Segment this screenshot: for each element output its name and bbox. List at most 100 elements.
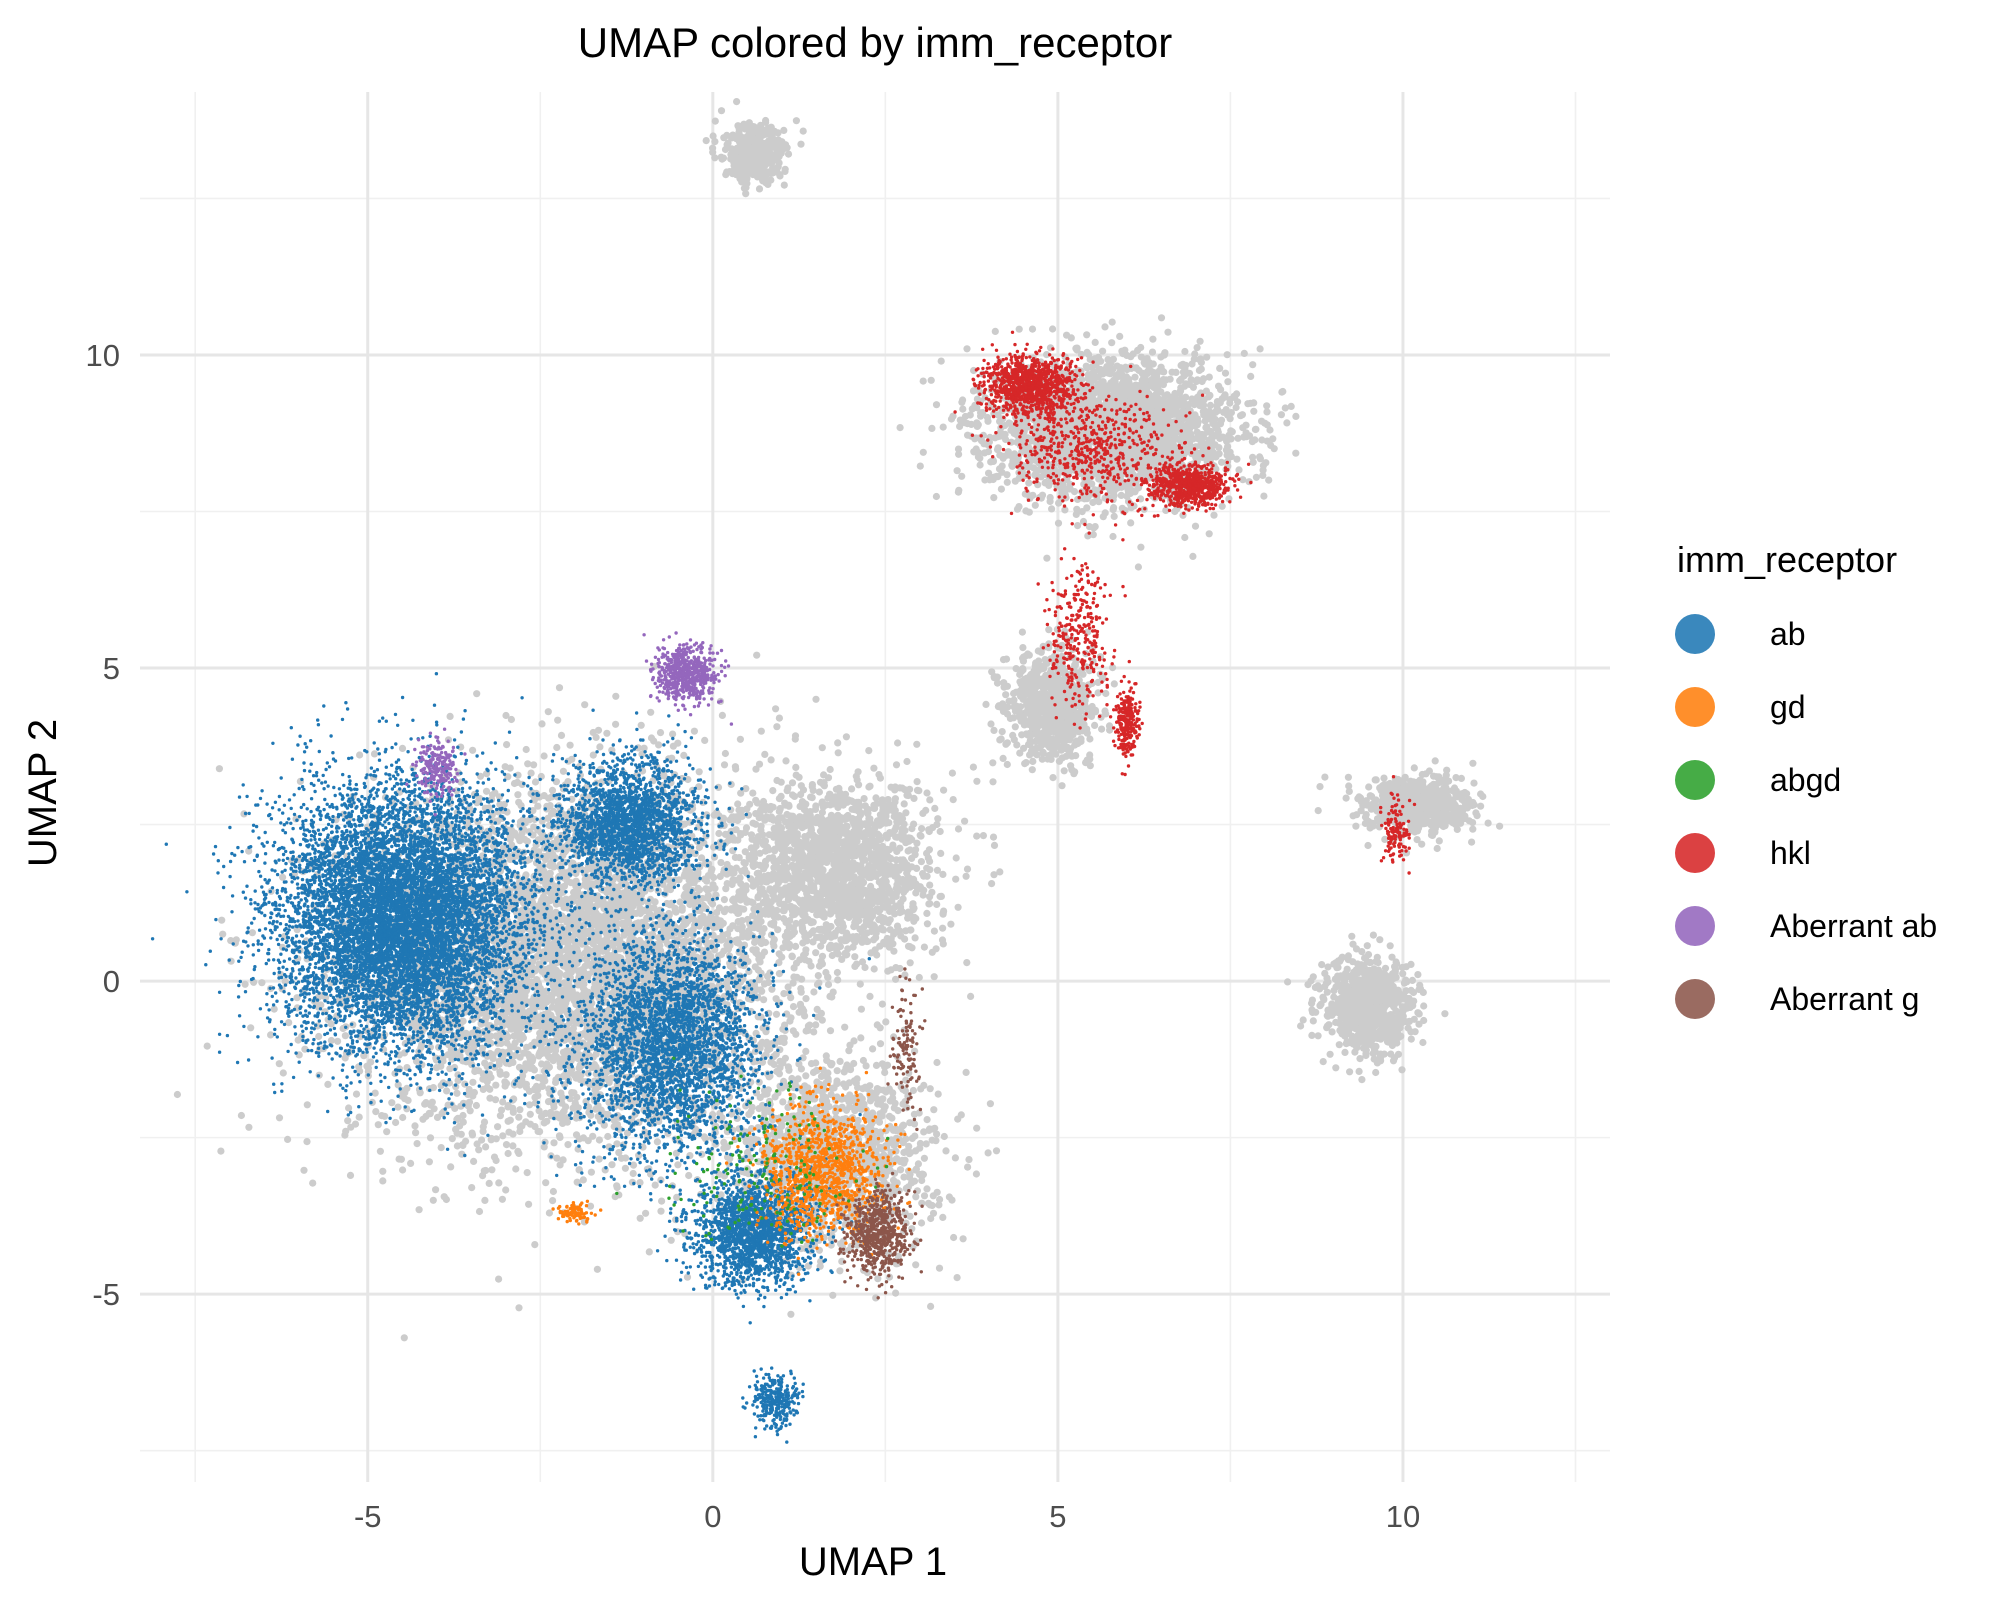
background-point	[447, 1163, 454, 1170]
background-point	[561, 883, 568, 890]
background-point	[696, 768, 703, 775]
background-point	[647, 709, 654, 716]
background-point	[396, 1156, 403, 1163]
background-point	[527, 1111, 534, 1118]
background-point	[372, 1090, 379, 1097]
background-point	[657, 1208, 664, 1215]
background-point	[514, 1032, 521, 1039]
background-point	[411, 1122, 418, 1129]
background-point	[566, 991, 573, 998]
background-point	[492, 1096, 499, 1103]
background-point	[545, 708, 552, 715]
background-point	[204, 1043, 211, 1050]
background-point	[534, 803, 541, 810]
background-point	[507, 1117, 514, 1124]
background-point	[525, 1064, 532, 1071]
background-point	[416, 1206, 423, 1213]
background-point	[517, 836, 524, 843]
background-point	[422, 1113, 429, 1120]
background-point	[672, 909, 679, 916]
background-point	[550, 968, 557, 975]
background-point	[719, 712, 726, 719]
background-point	[481, 1119, 488, 1126]
background-point	[483, 788, 490, 795]
background-point	[509, 995, 516, 1002]
background-point	[353, 1091, 360, 1098]
background-point	[356, 751, 363, 758]
data-points	[151, 98, 1503, 1444]
background-point	[622, 1165, 629, 1172]
background-point	[295, 1037, 302, 1044]
background-point	[523, 1081, 530, 1088]
background-point	[503, 1141, 510, 1148]
background-point	[718, 951, 725, 958]
background-point	[560, 768, 567, 775]
background-point	[528, 770, 535, 777]
background-point	[773, 1011, 780, 1018]
background-point	[560, 1049, 567, 1056]
background-point	[728, 781, 735, 788]
background-point	[575, 953, 582, 960]
background-point	[481, 1197, 488, 1204]
background-point	[573, 1115, 580, 1122]
background-point	[626, 899, 633, 906]
background-point	[602, 929, 609, 936]
background-point	[834, 976, 841, 983]
background-point	[638, 722, 645, 729]
background-point	[344, 1117, 351, 1124]
background-point	[680, 752, 687, 759]
background-point	[468, 1184, 475, 1191]
background-point	[334, 1038, 341, 1045]
background-point	[324, 1081, 331, 1088]
background-point	[497, 1112, 504, 1119]
background-point	[443, 1087, 450, 1094]
background-point	[401, 1089, 408, 1096]
background-point	[614, 1184, 621, 1191]
background-point	[686, 901, 693, 908]
background-point	[655, 741, 662, 748]
background-point	[509, 1105, 516, 1112]
background-point	[426, 1158, 433, 1165]
background-point	[280, 1069, 287, 1076]
background-point	[586, 900, 593, 907]
background-point	[345, 1104, 352, 1111]
background-point	[328, 1020, 335, 1027]
background-point	[491, 1154, 498, 1161]
background-point	[512, 1165, 519, 1172]
background-point	[427, 1134, 434, 1141]
background-point	[770, 943, 777, 950]
background-point	[494, 1123, 501, 1130]
background-point	[598, 938, 605, 945]
background-point	[779, 1098, 786, 1105]
background-point	[523, 746, 530, 753]
background-point	[596, 1156, 603, 1163]
background-point	[379, 1168, 386, 1175]
background-point	[519, 1072, 526, 1079]
background-point	[892, 976, 899, 983]
background-point	[581, 701, 588, 708]
background-point	[674, 1161, 681, 1168]
background-point	[503, 741, 510, 748]
background-point	[505, 1021, 512, 1028]
background-point	[347, 1124, 354, 1131]
background-point	[371, 750, 378, 757]
background-point	[680, 940, 687, 947]
background-point	[458, 1131, 465, 1138]
background-point	[401, 1334, 408, 1341]
background-point	[551, 983, 558, 990]
background-point	[379, 1177, 386, 1184]
background-point	[526, 1101, 533, 1108]
background-point	[245, 1124, 252, 1131]
background-point	[247, 1024, 254, 1031]
background-point	[399, 1114, 406, 1121]
background-point	[276, 1060, 283, 1067]
background-point	[554, 717, 561, 724]
background-point	[541, 792, 548, 799]
background-point	[594, 1266, 601, 1273]
background-point	[669, 731, 676, 738]
background-point	[637, 1215, 644, 1222]
background-point	[596, 1136, 603, 1143]
background-point	[482, 1143, 489, 1150]
background-point	[717, 859, 724, 866]
background-point	[309, 1180, 316, 1187]
